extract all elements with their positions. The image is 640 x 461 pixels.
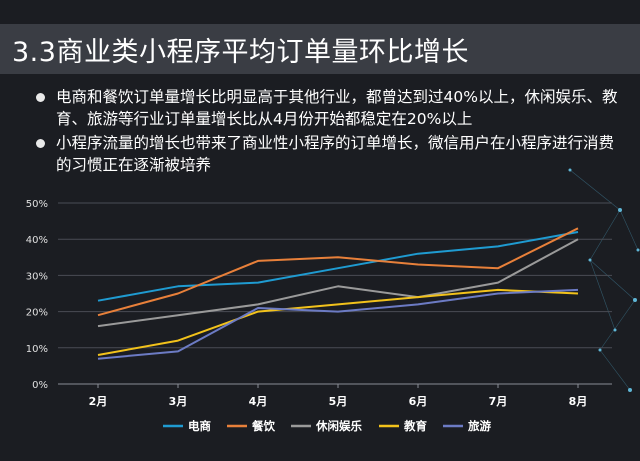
y-tick-label: 10%	[26, 344, 48, 355]
bullet-text: 电商和餐饮订单量增长比明显高于其他行业，都曾达到过40%以上，休闲娱乐、教育、旅…	[56, 88, 618, 128]
x-tick-label: 6月	[409, 395, 428, 408]
y-tick-label: 20%	[26, 308, 48, 319]
legend-label: 教育	[403, 419, 427, 433]
bullet-item: 小程序流量的增长也带来了商业性小程序的订单增长，微信用户在小程序进行消费的习惯正…	[36, 132, 626, 176]
bullet-item: 电商和餐饮订单量增长比明显高于其他行业，都曾达到过40%以上，休闲娱乐、教育、旅…	[36, 86, 626, 130]
bullet-dot-icon	[36, 93, 45, 102]
x-tick-label: 2月	[89, 395, 108, 408]
x-tick-label: 3月	[169, 395, 188, 408]
y-tick-label: 30%	[26, 271, 48, 282]
slide-title: 3.3商业类小程序平均订单量环比增长	[12, 37, 469, 68]
series-line	[97, 227, 579, 317]
bullet-text: 小程序流量的增长也带来了商业性小程序的订单增长，微信用户在小程序进行消费的习惯正…	[56, 134, 615, 174]
legend-label: 休闲娱乐	[315, 419, 362, 433]
network-decoration-icon	[568, 168, 640, 392]
legend-label: 旅游	[468, 419, 491, 433]
y-tick-label: 0%	[32, 380, 48, 391]
x-tick-label: 4月	[249, 395, 268, 408]
series-line	[97, 288, 579, 360]
series-line	[97, 231, 579, 302]
legend-label: 电商	[188, 419, 211, 433]
y-tick-label: 40%	[26, 235, 48, 246]
bullet-list: 电商和餐饮订单量增长比明显高于其他行业，都曾达到过40%以上，休闲娱乐、教育、旅…	[36, 86, 626, 178]
x-tick-label: 8月	[569, 395, 588, 408]
y-tick-label: 50%	[26, 199, 48, 210]
legend-label: 餐饮	[251, 419, 275, 433]
title-bar: 3.3商业类小程序平均订单量环比增长	[0, 24, 640, 74]
series-line	[97, 288, 579, 356]
bullet-dot-icon	[36, 139, 45, 148]
x-tick-label: 5月	[329, 395, 348, 408]
series-line	[97, 238, 579, 328]
x-tick-label: 7月	[489, 395, 508, 408]
